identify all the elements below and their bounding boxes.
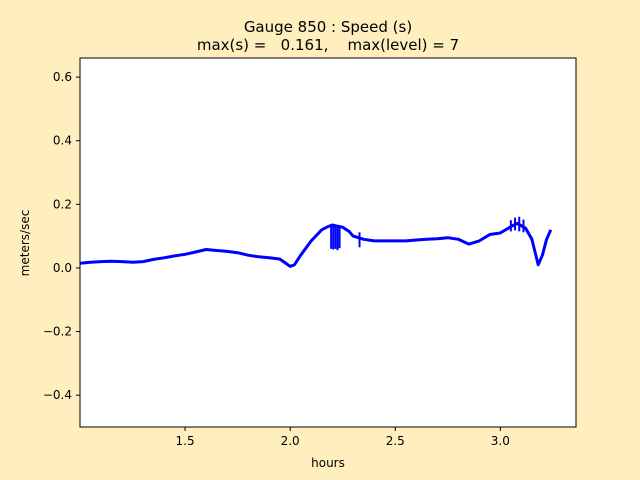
y-tick-label: 0.6 [53, 70, 72, 84]
x-tick-label: 3.0 [491, 434, 510, 448]
y-tick-label: −0.4 [43, 388, 72, 402]
x-tick-label: 1.5 [176, 434, 195, 448]
y-tick-label: 0.0 [53, 261, 72, 275]
plot-area [80, 58, 576, 427]
plot-frame [79, 57, 577, 428]
y-axis-label: meters/sec [18, 210, 32, 277]
x-tick-label: 2.5 [386, 434, 405, 448]
x-axis-ticks: 1.5 2.0 2.5 3.0 [176, 427, 510, 448]
y-axis-ticks: −0.4 −0.2 0.0 0.2 0.4 0.6 [43, 70, 80, 402]
series-line-0 [79, 221, 553, 268]
y-tick-label: 0.2 [53, 197, 72, 211]
series-group [79, 216, 553, 268]
x-tick-label: 2.0 [281, 434, 300, 448]
chart-title: Gauge 850 : Speed (s) [244, 18, 412, 36]
x-axis-label: hours [311, 456, 345, 470]
y-tick-label: 0.4 [53, 134, 72, 148]
y-tick-label: −0.2 [43, 325, 72, 339]
chart-subtitle: max(s) = 0.161, max(level) = 7 [197, 36, 459, 54]
